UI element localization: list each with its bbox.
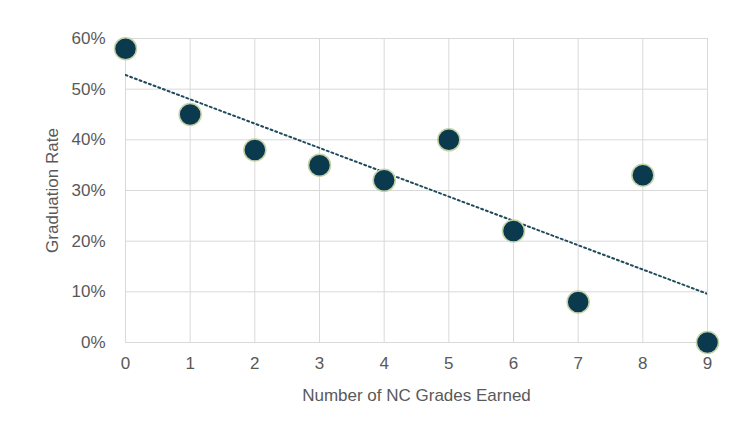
svg-text:7: 7 — [573, 354, 582, 373]
svg-text:30%: 30% — [71, 181, 105, 200]
svg-text:10%: 10% — [71, 282, 105, 301]
svg-text:Graduation Rate: Graduation Rate — [43, 128, 62, 253]
svg-text:50%: 50% — [71, 80, 105, 99]
svg-text:5: 5 — [444, 354, 453, 373]
svg-text:2: 2 — [250, 354, 259, 373]
svg-text:Number of NC Grades Earned: Number of NC Grades Earned — [302, 386, 531, 405]
svg-text:20%: 20% — [71, 232, 105, 251]
svg-text:4: 4 — [379, 354, 388, 373]
svg-text:6: 6 — [509, 354, 518, 373]
svg-text:40%: 40% — [71, 130, 105, 149]
svg-text:3: 3 — [315, 354, 324, 373]
svg-text:9: 9 — [703, 354, 712, 373]
svg-text:1: 1 — [185, 354, 194, 373]
svg-text:0: 0 — [121, 354, 130, 373]
svg-text:8: 8 — [638, 354, 647, 373]
svg-text:0%: 0% — [81, 333, 106, 352]
svg-text:60%: 60% — [71, 29, 105, 48]
